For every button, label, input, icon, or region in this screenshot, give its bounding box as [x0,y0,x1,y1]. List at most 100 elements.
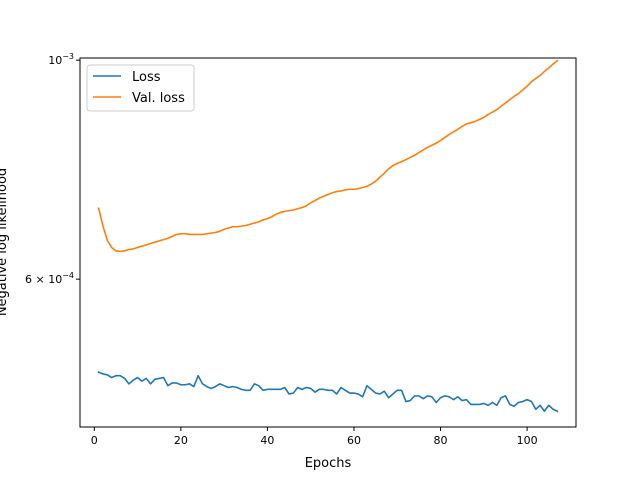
data-point-val-loss [474,120,476,122]
data-point-val-loss [435,142,437,144]
data-point-loss [374,392,376,394]
data-point-val-loss [318,197,320,199]
data-point-loss [530,400,532,402]
data-point-loss [297,386,299,388]
data-point-val-loss [223,228,225,230]
data-point-val-loss [426,146,428,148]
data-point-val-loss [409,156,411,158]
data-point-val-loss [483,116,485,118]
x-tick-label: 40 [260,434,274,447]
data-point-loss [474,403,476,405]
data-point-val-loss [513,95,515,97]
data-point-loss [162,376,164,378]
data-point-loss [340,386,342,388]
y-tick-label: 6 × 10−4 [25,271,74,286]
data-point-loss [171,382,173,384]
y-tick-label: 10−3 [48,52,74,67]
data-point-loss [322,388,324,390]
data-point-val-loss [154,241,156,243]
data-point-val-loss [322,195,324,197]
x-tick-label: 20 [174,434,188,447]
data-point-val-loss [141,245,143,247]
data-point-loss [500,397,502,399]
data-point-val-loss [374,180,376,182]
data-point-loss [413,395,415,397]
data-point-loss [478,403,480,405]
data-point-loss [128,383,130,385]
data-point-val-loss [366,185,368,187]
data-point-loss [517,401,519,403]
data-point-val-loss [180,233,182,235]
legend-label-loss: Loss [132,70,161,85]
data-point-val-loss [522,89,524,91]
data-point-loss [513,405,515,407]
data-point-val-loss [457,128,459,130]
data-point-val-loss [418,151,420,153]
data-point-val-loss [552,63,554,65]
data-point-loss [331,389,333,391]
data-point-val-loss [370,183,372,185]
data-point-val-loss [556,59,558,61]
data-point-loss [262,389,264,391]
data-point-loss [543,410,545,412]
series-layer [97,59,559,413]
data-point-loss [387,397,389,399]
data-point-loss [496,404,498,406]
data-point-val-loss [214,231,216,233]
data-point-loss [522,400,524,402]
x-tick-label: 60 [347,434,361,447]
data-point-loss [279,388,281,390]
data-point-loss [288,393,290,395]
data-point-loss [97,371,99,373]
data-point-val-loss [327,193,329,195]
legend-label-val-loss: Val. loss [132,91,185,106]
data-point-loss [206,385,208,387]
data-point-loss [188,383,190,385]
data-point-loss [409,399,411,401]
data-point-val-loss [249,223,251,225]
series-line-val-loss [97,59,559,253]
data-point-val-loss [526,85,528,87]
data-point-val-loss [396,162,398,164]
data-point-loss [361,396,363,398]
data-point-val-loss [136,246,138,248]
data-point-loss [383,390,385,392]
data-point-val-loss [331,192,333,194]
data-point-val-loss [504,102,506,104]
data-point-loss [115,375,117,377]
data-point-val-loss [197,233,199,235]
data-point-loss [249,389,251,391]
data-point-val-loss [171,235,173,237]
data-point-val-loss [387,168,389,170]
data-point-loss [245,389,247,391]
data-point-val-loss [305,205,307,207]
data-point-loss [348,392,350,394]
data-point-val-loss [431,144,433,146]
data-point-loss [448,396,450,398]
x-axis-label: Epochs [305,456,352,471]
data-point-val-loss [353,188,355,190]
data-point-loss [201,383,203,385]
data-point-loss [431,396,433,398]
data-point-val-loss [193,233,195,235]
data-point-val-loss [344,189,346,191]
data-point-loss [193,385,195,387]
data-point-val-loss [262,219,264,221]
data-point-loss [314,391,316,393]
x-tick-label: 0 [91,434,98,447]
data-point-loss [504,395,506,397]
data-point-val-loss [227,227,229,229]
data-point-loss [379,393,381,395]
data-point-loss [167,384,169,386]
data-point-loss [214,385,216,387]
data-point-val-loss [175,233,177,235]
data-point-val-loss [548,67,550,69]
data-point-val-loss [240,225,242,227]
data-point-loss [539,404,541,406]
data-point-val-loss [301,206,303,208]
data-point-val-loss [448,133,450,135]
data-point-val-loss [379,176,381,178]
data-point-loss [149,383,151,385]
data-point-val-loss [314,199,316,201]
data-point-val-loss [292,209,294,211]
